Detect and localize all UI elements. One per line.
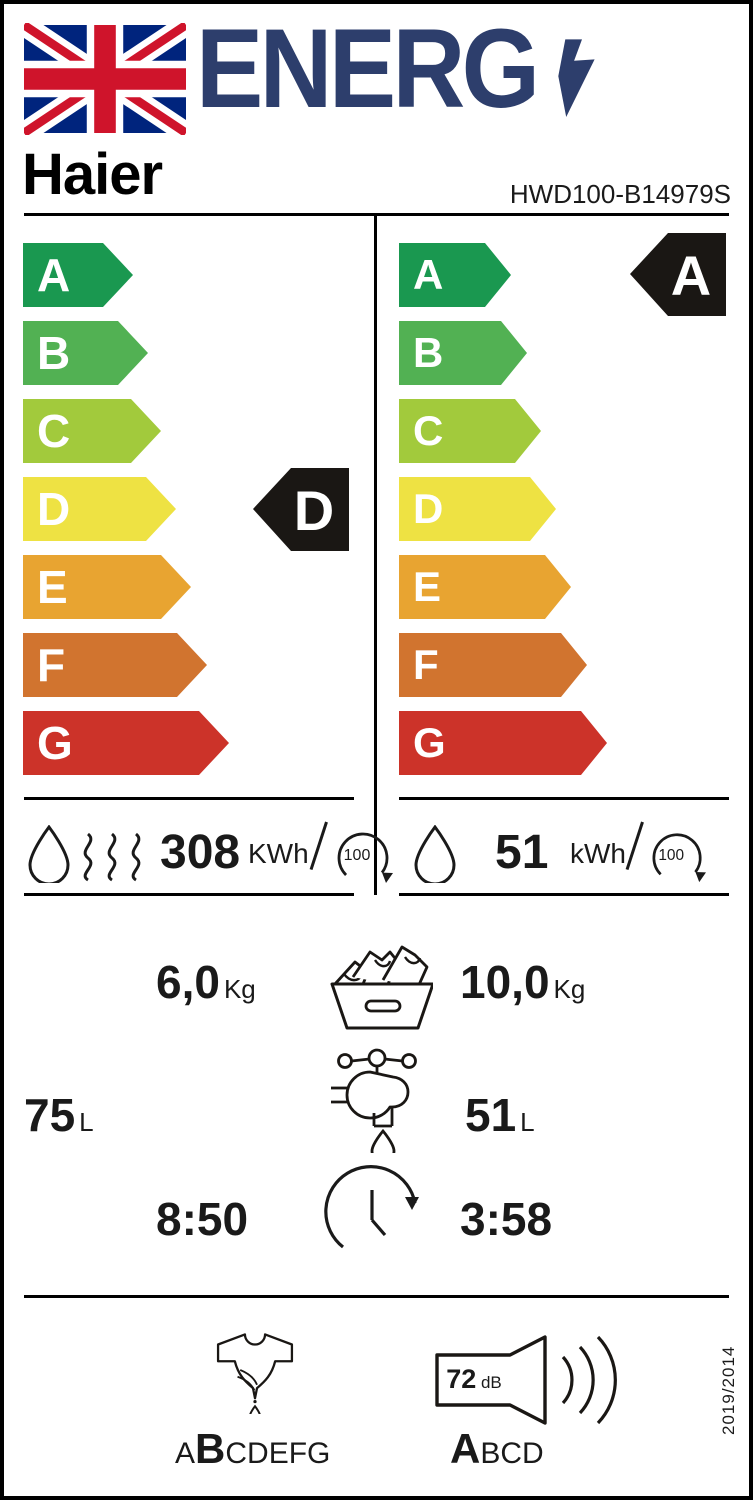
svg-text:D: D: [294, 479, 334, 542]
svg-text:A: A: [671, 244, 711, 307]
svg-text:100: 100: [658, 847, 684, 864]
svg-text:100: 100: [344, 847, 371, 864]
